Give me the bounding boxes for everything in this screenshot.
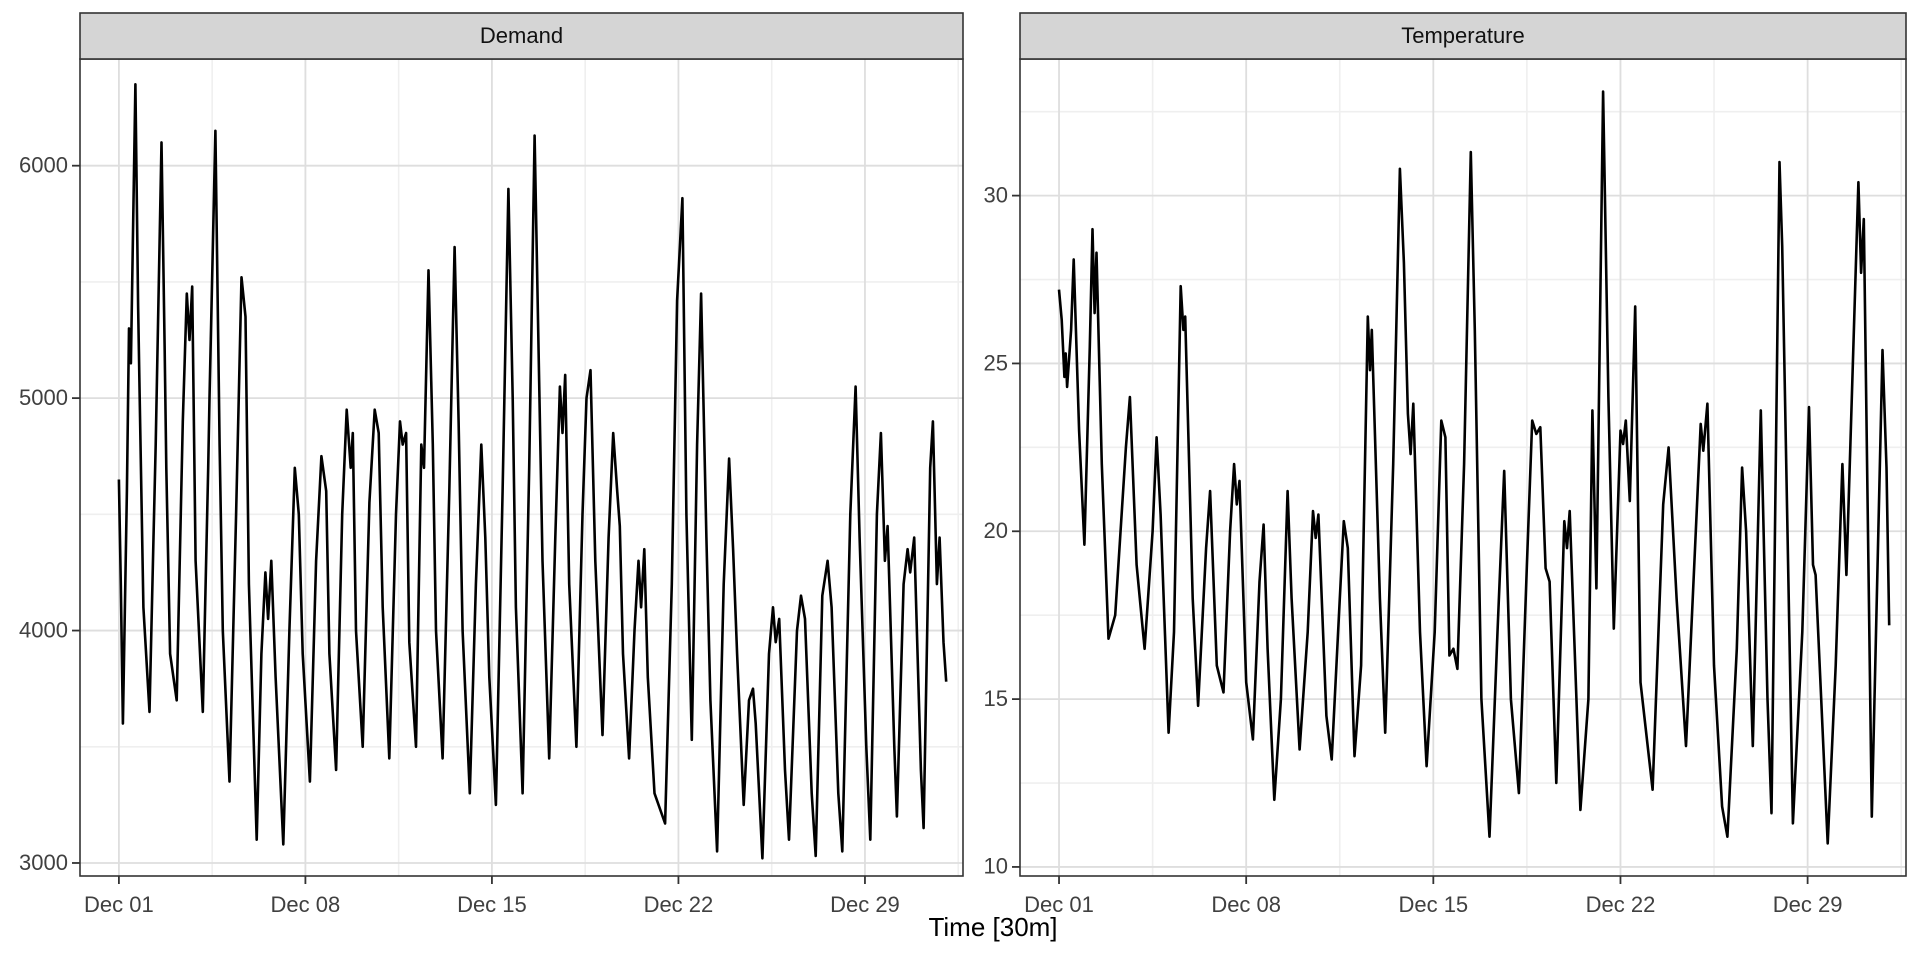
- x-tick-label: Dec 22: [1586, 892, 1656, 917]
- y-tick-label: 3000: [19, 850, 68, 875]
- x-tick-label: Dec 29: [830, 892, 900, 917]
- y-tick-label: 10: [984, 854, 1008, 879]
- facet-strip-title-demand: Demand: [479, 23, 564, 48]
- series-line-demand: [117, 83, 948, 860]
- x-tick-label: Dec 08: [1211, 892, 1281, 917]
- x-tick-label: Dec 29: [1773, 892, 1843, 917]
- facet-strip-temperature: [1019, 12, 1907, 60]
- y-tick-label: 15: [984, 686, 1008, 711]
- x-tick-label: Dec 22: [644, 892, 714, 917]
- facet-strip-title-temperature: Temperature: [1401, 23, 1525, 48]
- x-tick-label: Dec 15: [457, 892, 527, 917]
- y-tick-label: 5000: [19, 385, 68, 410]
- y-tick-label: 20: [984, 518, 1008, 543]
- x-tick-label: Dec 15: [1398, 892, 1468, 917]
- y-tick-label: 30: [984, 182, 1008, 207]
- y-tick-label: 6000: [19, 152, 68, 177]
- facet-strip-demand: [79, 12, 964, 60]
- y-tick-label: 4000: [19, 617, 68, 642]
- y-tick-label: 25: [984, 350, 1008, 375]
- x-tick-label: Dec 08: [271, 892, 341, 917]
- x-tick-label: Dec 01: [1024, 892, 1094, 917]
- x-axis-title: Time [30m]: [928, 912, 1058, 942]
- x-tick-label: Dec 01: [84, 892, 154, 917]
- series-line-temperature: [1057, 90, 1891, 845]
